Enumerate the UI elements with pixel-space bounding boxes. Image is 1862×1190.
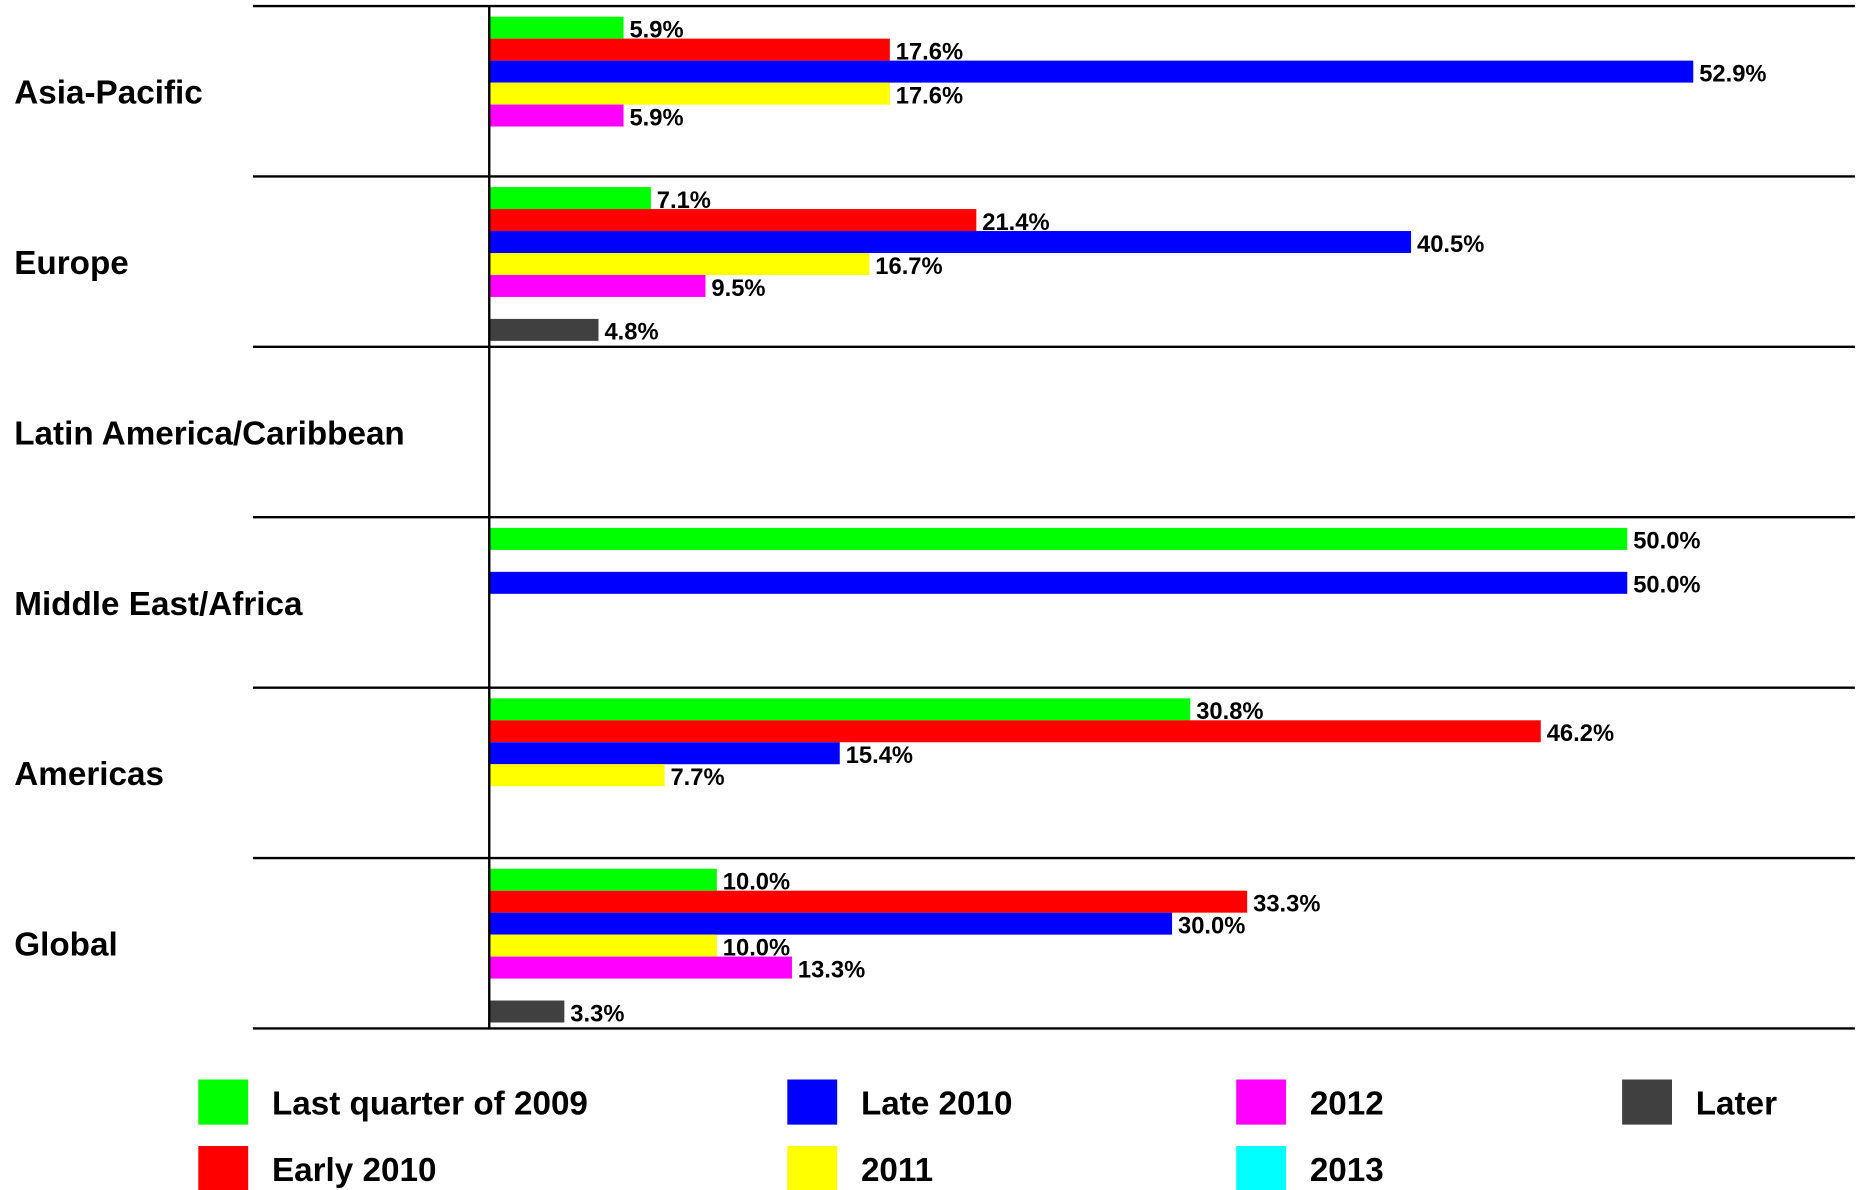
bar xyxy=(489,16,624,39)
bar xyxy=(489,571,1628,594)
value-label: 33.3% xyxy=(1253,891,1320,918)
value-label: 13.3% xyxy=(798,956,865,983)
category-label: Middle East/Africa xyxy=(14,586,303,623)
bar xyxy=(489,890,1248,913)
value-label: 52.9% xyxy=(1699,60,1766,87)
value-label: 15.4% xyxy=(846,742,913,769)
legend-label: Late 2010 xyxy=(861,1085,1013,1122)
value-label: 50.0% xyxy=(1633,572,1700,599)
value-label: 3.3% xyxy=(570,1000,624,1027)
value-label: 16.7% xyxy=(875,253,942,280)
legend-label: Later xyxy=(1696,1085,1777,1122)
bar xyxy=(489,956,792,979)
bar xyxy=(489,912,1173,935)
legend-swatch xyxy=(787,1079,838,1125)
legend-label: Early 2010 xyxy=(272,1152,437,1189)
category-label: Latin America/Caribbean xyxy=(14,415,405,452)
legend-label: Last quarter of 2009 xyxy=(272,1085,588,1122)
legend-label: 2012 xyxy=(1310,1085,1384,1122)
category-label: Europe xyxy=(14,245,129,282)
legend-swatch xyxy=(1236,1079,1287,1125)
bar xyxy=(489,1000,565,1023)
bar xyxy=(489,868,717,891)
bar xyxy=(489,231,1412,253)
bar xyxy=(489,253,870,275)
legend-swatch xyxy=(787,1146,838,1190)
bar xyxy=(489,742,840,765)
bar xyxy=(489,209,977,232)
bar xyxy=(489,82,890,105)
bar xyxy=(489,720,1541,743)
legend-swatch xyxy=(198,1079,249,1125)
legend-swatch xyxy=(1236,1146,1287,1190)
legend-label: 2013 xyxy=(1310,1152,1384,1189)
legend-swatch xyxy=(198,1146,249,1190)
bar xyxy=(489,698,1191,721)
value-label: 17.6% xyxy=(896,82,963,109)
bar xyxy=(489,104,624,127)
value-label: 40.5% xyxy=(1417,231,1484,258)
category-label: Asia-Pacific xyxy=(14,75,203,112)
category-label: Americas xyxy=(14,756,164,793)
bar xyxy=(489,318,599,341)
bar xyxy=(489,934,717,957)
value-label: 5.9% xyxy=(629,104,683,131)
legend-swatch xyxy=(1622,1079,1672,1125)
legend-label: 2011 xyxy=(861,1152,933,1189)
bar xyxy=(489,764,665,787)
value-label: 50.0% xyxy=(1633,528,1700,555)
value-label: 46.2% xyxy=(1547,720,1614,747)
value-label: 30.0% xyxy=(1178,912,1245,939)
value-label: 9.5% xyxy=(711,275,765,302)
bar xyxy=(489,527,1628,550)
bar xyxy=(489,38,890,61)
bar xyxy=(489,60,1694,83)
bar xyxy=(489,274,706,297)
bar xyxy=(489,187,651,210)
value-label: 4.8% xyxy=(604,319,658,346)
category-label: Global xyxy=(14,927,117,964)
value-label: 7.7% xyxy=(670,764,724,791)
